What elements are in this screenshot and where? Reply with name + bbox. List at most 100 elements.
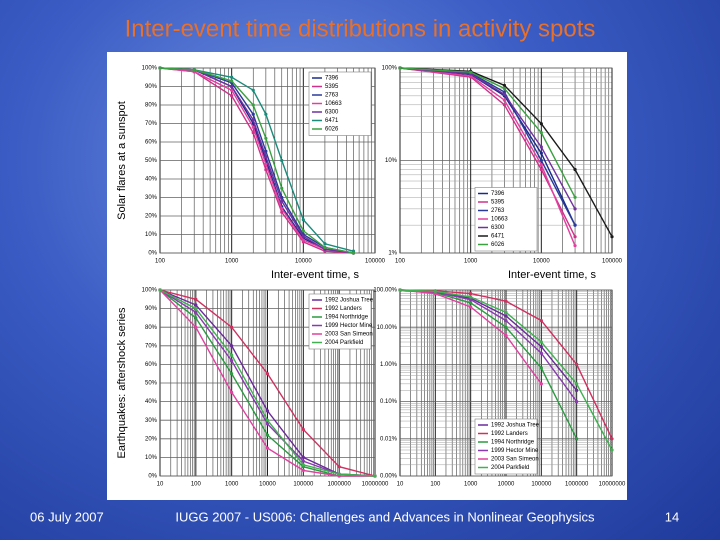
data-point (573, 167, 577, 172)
y-tick-label: 20% (145, 214, 158, 220)
x-tick-label: 10000 (259, 482, 276, 488)
data-point (433, 289, 437, 293)
data-point (539, 345, 543, 349)
data-point (337, 472, 341, 476)
x-axis-label: Inter-event time, s (508, 269, 597, 281)
data-point (301, 463, 305, 467)
data-point (539, 163, 543, 167)
data-point (251, 118, 255, 122)
data-point (230, 353, 234, 357)
data-point (573, 223, 577, 227)
data-point (301, 468, 305, 473)
data-point (575, 382, 579, 386)
legend-label: 6471 (491, 234, 505, 240)
data-point (575, 362, 579, 366)
data-point (539, 340, 543, 344)
x-tick-label: 1000000 (565, 482, 589, 488)
data-point (504, 299, 508, 303)
x-tick-label: 100 (155, 259, 166, 265)
data-point (575, 437, 579, 441)
data-point (575, 400, 579, 404)
data-point (264, 162, 268, 166)
data-point (230, 75, 234, 79)
data-point (264, 112, 268, 116)
data-point (539, 122, 543, 126)
data-point (265, 372, 270, 376)
data-point (251, 103, 255, 107)
data-point (280, 210, 284, 214)
data-point (230, 88, 234, 92)
y-tick-label: 0.10% (380, 399, 398, 405)
data-point (264, 136, 268, 140)
data-point (539, 158, 543, 163)
x-tick-label: 100000 (365, 259, 386, 265)
x-tick-label: 100000 (293, 482, 314, 488)
data-point (610, 437, 614, 441)
data-point (573, 195, 577, 199)
legend-label: 2763 (325, 93, 339, 99)
legend-label: 7396 (491, 191, 505, 197)
data-point (280, 186, 284, 190)
data-point (610, 448, 614, 452)
data-point (469, 292, 473, 296)
y-tick-label: 80% (145, 103, 158, 109)
data-point (301, 229, 305, 233)
legend-label: 2004 Parkfield (325, 340, 363, 346)
y-axis-label: Earthquakes: aftershock series (116, 307, 128, 459)
legend-box (474, 418, 538, 475)
data-point (502, 90, 506, 94)
y-tick-label: 10% (385, 158, 398, 164)
data-point (323, 242, 327, 246)
legend-label: 6026 (325, 127, 339, 133)
y-tick-label: 100% (142, 66, 158, 72)
data-point (230, 372, 234, 376)
legend-label: 5395 (491, 200, 505, 206)
data-point (264, 168, 268, 172)
legend-label: 2003 San Simeon (491, 457, 539, 463)
data-point (265, 418, 270, 422)
y-tick-label: 70% (145, 121, 158, 127)
data-point (502, 83, 506, 87)
data-point (230, 79, 234, 83)
data-point (504, 314, 508, 318)
x-tick-label: 10000 (533, 259, 550, 265)
data-point (192, 68, 196, 72)
y-tick-label: 1.00% (380, 362, 398, 368)
data-point (194, 303, 198, 307)
x-tick-label: 1000000 (327, 482, 351, 488)
x-tick-label: 1000 (225, 259, 239, 265)
data-point (575, 388, 579, 393)
legend-label: 1994 Northridge (491, 440, 535, 446)
y-tick-label: 1% (388, 251, 397, 257)
data-point (502, 86, 506, 91)
y-tick-label: 0% (148, 251, 157, 257)
y-axis-label: Solar flares at a sunspot (116, 101, 128, 220)
data-point (502, 92, 506, 96)
data-point (337, 465, 341, 469)
data-point (280, 199, 284, 203)
legend-label: 2003 San Simeon (325, 332, 373, 338)
x-tick-label: 1000 (225, 482, 239, 488)
data-point (502, 103, 506, 107)
y-tick-label: 100% (142, 288, 158, 294)
x-tick-label: 10000 (498, 482, 515, 488)
x-tick-label: 10 (157, 482, 164, 488)
data-point (230, 359, 234, 363)
data-point (610, 235, 614, 239)
y-tick-label: 0% (148, 474, 157, 480)
data-point (323, 245, 327, 250)
y-tick-label: 60% (145, 140, 158, 146)
data-point (373, 474, 377, 478)
data-point (573, 235, 577, 239)
data-point (301, 238, 305, 242)
y-tick-label: 10.00% (377, 325, 398, 331)
data-point (469, 70, 473, 74)
data-point (502, 98, 506, 102)
y-tick-label: 40% (145, 399, 158, 405)
footer-text: IUGG 2007 - US006: Challenges and Advanc… (175, 509, 595, 524)
data-point (539, 145, 543, 149)
data-point (469, 301, 473, 305)
data-point (504, 319, 508, 323)
legend-label: 10663 (491, 217, 508, 223)
